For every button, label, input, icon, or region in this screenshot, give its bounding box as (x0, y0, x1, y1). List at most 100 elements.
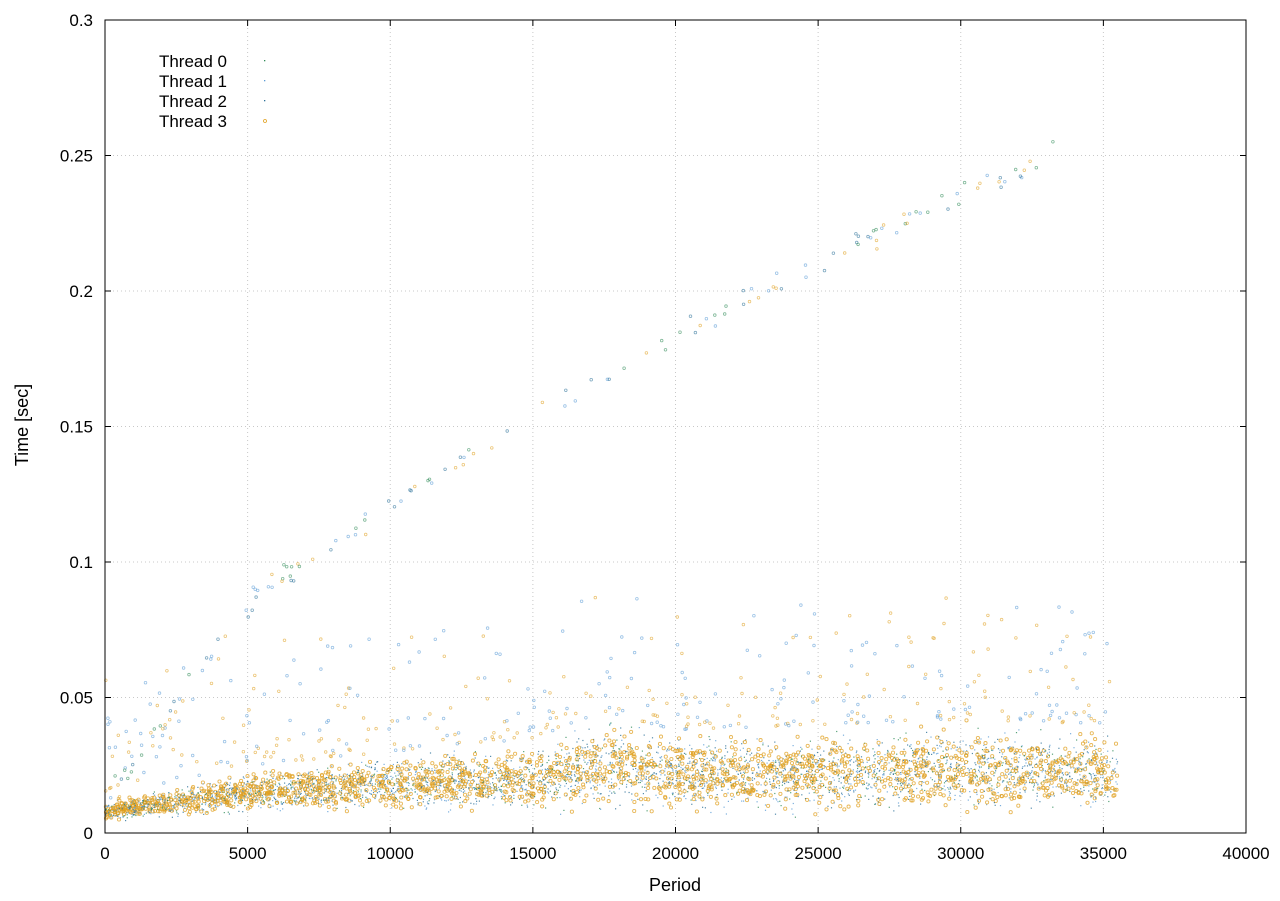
data-point (1060, 763, 1061, 764)
data-point (524, 774, 527, 777)
data-point (998, 792, 999, 793)
data-point (679, 780, 680, 781)
data-point (839, 805, 842, 808)
data-point (507, 785, 510, 788)
data-point (555, 787, 556, 788)
data-point (228, 789, 229, 790)
data-point (134, 810, 135, 811)
data-point (132, 800, 133, 801)
data-point (894, 770, 895, 771)
data-point (236, 788, 237, 789)
data-point (533, 804, 534, 805)
data-point (708, 746, 709, 747)
data-point (779, 763, 780, 764)
data-point (996, 787, 997, 788)
data-point (995, 766, 996, 767)
data-point (450, 797, 453, 800)
data-point (445, 763, 446, 764)
data-point (1029, 782, 1030, 783)
data-point (819, 758, 820, 759)
data-point (159, 798, 160, 799)
data-point (133, 809, 134, 810)
data-point (507, 750, 510, 753)
data-point (242, 790, 243, 791)
data-point (689, 745, 690, 746)
data-point (114, 804, 115, 805)
data-point (979, 767, 980, 768)
data-point (723, 782, 724, 783)
data-point (1101, 754, 1102, 755)
data-point (387, 771, 388, 772)
data-point (878, 763, 879, 764)
data-point (1022, 766, 1023, 767)
data-point (1071, 791, 1074, 794)
data-point (169, 794, 172, 797)
data-point (605, 786, 606, 787)
data-point (914, 771, 915, 772)
data-point (989, 783, 990, 784)
data-point (453, 769, 454, 770)
data-point (866, 749, 869, 752)
data-point (1002, 780, 1003, 781)
data-point (124, 815, 125, 816)
data-point (581, 789, 582, 790)
data-point (626, 786, 627, 787)
data-point (565, 747, 568, 750)
data-point (1100, 757, 1103, 760)
data-point (1005, 769, 1008, 772)
data-point (898, 802, 899, 803)
data-point (210, 802, 213, 805)
data-point (877, 741, 880, 744)
data-point (1111, 787, 1114, 790)
data-point (468, 780, 469, 781)
data-point (238, 811, 239, 812)
data-point (548, 760, 549, 761)
data-point (1088, 790, 1089, 791)
data-point (815, 770, 818, 773)
data-point (990, 758, 991, 759)
data-point (881, 760, 882, 761)
data-point (909, 768, 910, 769)
data-point (614, 793, 615, 794)
data-point (1011, 774, 1012, 775)
data-point (512, 802, 513, 803)
data-point (679, 747, 680, 748)
data-point (337, 793, 338, 794)
data-point (370, 793, 371, 794)
data-point (988, 766, 989, 767)
data-point (406, 788, 407, 789)
data-point (1068, 764, 1069, 765)
data-point (635, 746, 638, 749)
data-point (259, 797, 262, 800)
data-point (784, 807, 787, 810)
data-point (928, 771, 929, 772)
data-point (901, 785, 902, 786)
data-point (970, 746, 973, 749)
data-point (595, 771, 596, 772)
data-point (571, 771, 572, 772)
data-point (595, 755, 596, 756)
data-point (513, 768, 514, 769)
data-point (684, 748, 685, 749)
data-point (692, 795, 693, 796)
data-point (275, 779, 276, 780)
data-point (868, 788, 869, 789)
data-point (917, 741, 920, 744)
data-point (709, 795, 712, 798)
data-point (913, 791, 914, 792)
data-point (560, 743, 563, 746)
data-point (283, 776, 284, 777)
data-point (357, 781, 358, 782)
data-point (1089, 758, 1090, 759)
data-point (664, 782, 667, 785)
data-point (250, 790, 251, 791)
data-point (579, 790, 580, 791)
data-point (603, 766, 606, 769)
data-point (488, 772, 489, 773)
data-point (323, 800, 324, 801)
data-point (599, 760, 600, 761)
data-point (956, 750, 957, 751)
data-point (927, 756, 928, 757)
data-point (662, 747, 665, 750)
data-point (521, 777, 522, 778)
